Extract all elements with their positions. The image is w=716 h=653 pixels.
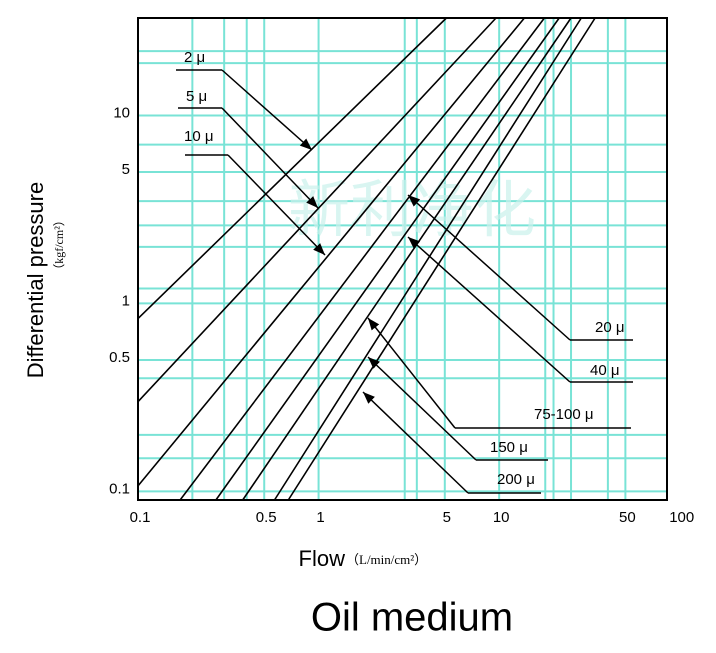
series-line bbox=[137, 17, 447, 320]
lines bbox=[137, 17, 596, 501]
watermark: 新利净化 bbox=[288, 173, 536, 246]
y-tick-label: 0.5 bbox=[109, 349, 130, 366]
series-line bbox=[137, 17, 497, 403]
leader-arrow bbox=[407, 236, 571, 383]
x-tick-label: 100 bbox=[669, 509, 694, 526]
x-tick-label: 0.1 bbox=[130, 509, 151, 526]
leader-arrow bbox=[221, 69, 313, 151]
series-label: 75-100 μ bbox=[534, 406, 594, 423]
y-tick-label: 10 bbox=[113, 104, 130, 121]
series-label: 200 μ bbox=[497, 471, 535, 488]
series-label: 40 μ bbox=[590, 362, 620, 379]
y-tick-label: 1 bbox=[122, 292, 130, 309]
leader-arrow bbox=[227, 154, 326, 256]
series-label: 10 μ bbox=[184, 128, 214, 145]
x-tick-label: 5 bbox=[443, 509, 451, 526]
leader-arrow bbox=[367, 356, 477, 461]
leader-arrow bbox=[407, 194, 571, 341]
chart-title: Oil medium bbox=[311, 596, 513, 640]
series-label: 150 μ bbox=[490, 439, 528, 456]
series-line bbox=[287, 17, 596, 501]
series-label: 5 μ bbox=[186, 88, 207, 105]
y-tick-label: 5 bbox=[122, 161, 130, 178]
x-tick-label: 0.5 bbox=[256, 509, 277, 526]
y-axis-label: Differential pressure bbox=[23, 182, 48, 378]
labels: 0.1 0.5 1 5 10 50 100 0.1 0.5 1 5 10 2 μ 5 μ 10 μ 20 μ 4… bbox=[109, 49, 694, 526]
x-tick-label: 1 bbox=[316, 509, 324, 526]
series-label: 20 μ bbox=[595, 319, 625, 336]
series-line bbox=[137, 17, 526, 487]
grid bbox=[138, 18, 667, 500]
series-line bbox=[215, 17, 560, 501]
leader-arrow bbox=[367, 317, 456, 429]
x-tick-label: 10 bbox=[493, 509, 510, 526]
series-label: 2 μ bbox=[184, 49, 205, 66]
x-axis-unit: （L/min/cm²） bbox=[346, 552, 427, 567]
leader-arrow bbox=[362, 391, 469, 494]
series-line bbox=[242, 17, 572, 501]
leader-arrow bbox=[221, 107, 319, 209]
series-line bbox=[179, 17, 546, 501]
series-line bbox=[273, 17, 582, 501]
y-axis-unit: （kgf/cm²） bbox=[52, 214, 66, 276]
x-axis-label: Flow bbox=[299, 546, 346, 571]
plot-frame bbox=[137, 17, 668, 501]
y-tick-label: 0.1 bbox=[109, 480, 130, 497]
x-tick-label: 50 bbox=[619, 509, 636, 526]
